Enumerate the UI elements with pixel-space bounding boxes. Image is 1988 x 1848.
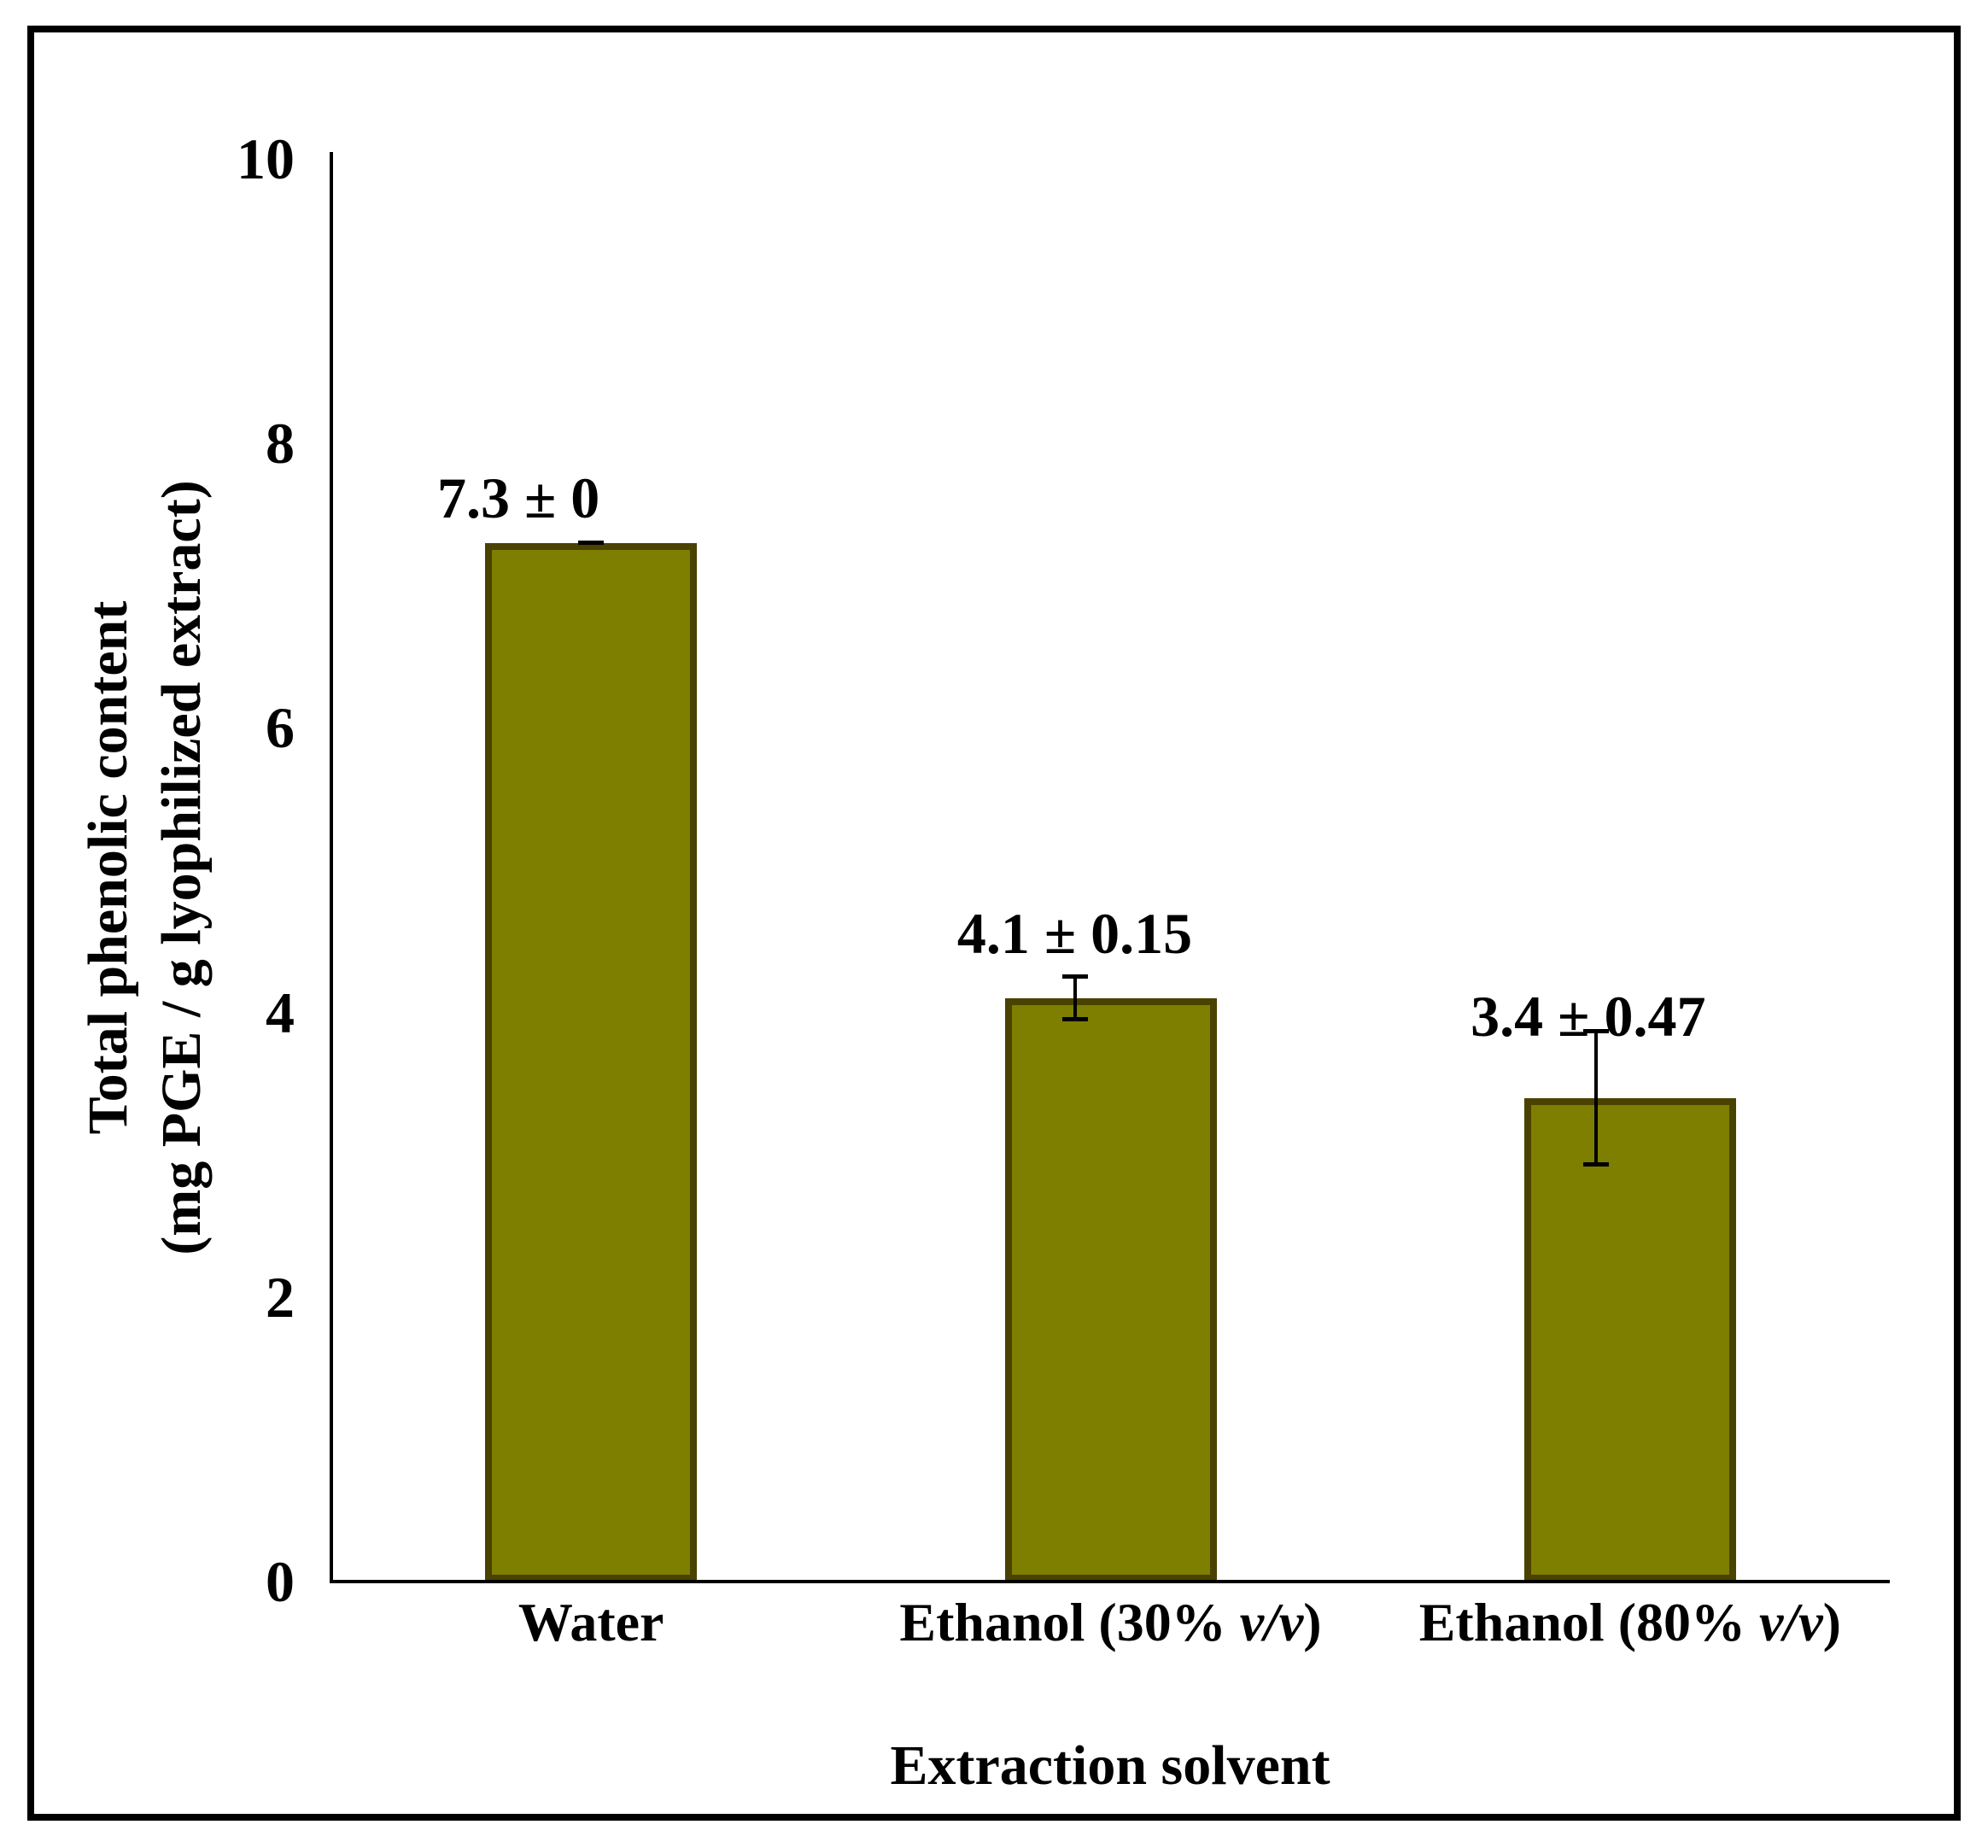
x-category-label: Ethanol (80% v/v): [1340, 1587, 1921, 1658]
x-category-label: Water: [301, 1587, 881, 1658]
y-axis-title-line2: (mg PGE / g lyophilized extract): [150, 480, 213, 1255]
error-bar-cap: [1582, 1028, 1609, 1033]
y-axis-line: [330, 152, 333, 1583]
value-label: 4.1 ± 0.15: [956, 900, 1193, 966]
x-category-label-prefix: Water: [517, 1592, 664, 1652]
bar-water: [485, 542, 698, 1582]
x-axis-title: Extraction solvent: [890, 1734, 1330, 1797]
bar-ethanol-80-v-v: [1523, 1097, 1736, 1582]
x-category-label: Ethanol (30% v/v): [821, 1587, 1401, 1658]
value-label: 7.3 ± 0: [436, 465, 600, 530]
error-bar-cap: [1061, 974, 1088, 980]
x-category-label-suffix: ): [1303, 1592, 1322, 1652]
error-bar-cap: [578, 540, 605, 545]
y-tick-label: 0: [266, 1549, 295, 1614]
error-bar-line: [1593, 1031, 1598, 1165]
y-tick-label: 8: [266, 411, 295, 477]
bar-ethanol-30-v-v: [1004, 997, 1217, 1582]
y-axis-title-line1: Total phenolic content: [77, 600, 139, 1135]
error-bar-cap: [1061, 1017, 1088, 1022]
x-axis-line: [331, 1580, 1890, 1583]
y-tick-label: 4: [266, 980, 295, 1045]
y-axis-title: Total phenolic content (mg PGE / g lyoph…: [72, 480, 219, 1254]
x-category-label-suffix: ): [1822, 1592, 1841, 1652]
y-tick-label: 10: [237, 126, 295, 191]
x-category-label-italic: v/v: [1759, 1592, 1823, 1652]
y-tick-label: 2: [266, 1264, 295, 1330]
value-label: 3.4 ± 0.47: [1471, 984, 1706, 1050]
error-bar-cap: [1582, 1162, 1609, 1167]
x-category-label-prefix: Ethanol (80%: [1418, 1592, 1760, 1652]
y-tick-label: 6: [266, 695, 295, 761]
x-category-label-prefix: Ethanol (30%: [899, 1592, 1240, 1652]
figure-border: [27, 26, 1961, 1821]
x-category-label-italic: v/v: [1239, 1592, 1304, 1652]
error-bar-line: [1073, 976, 1077, 1020]
